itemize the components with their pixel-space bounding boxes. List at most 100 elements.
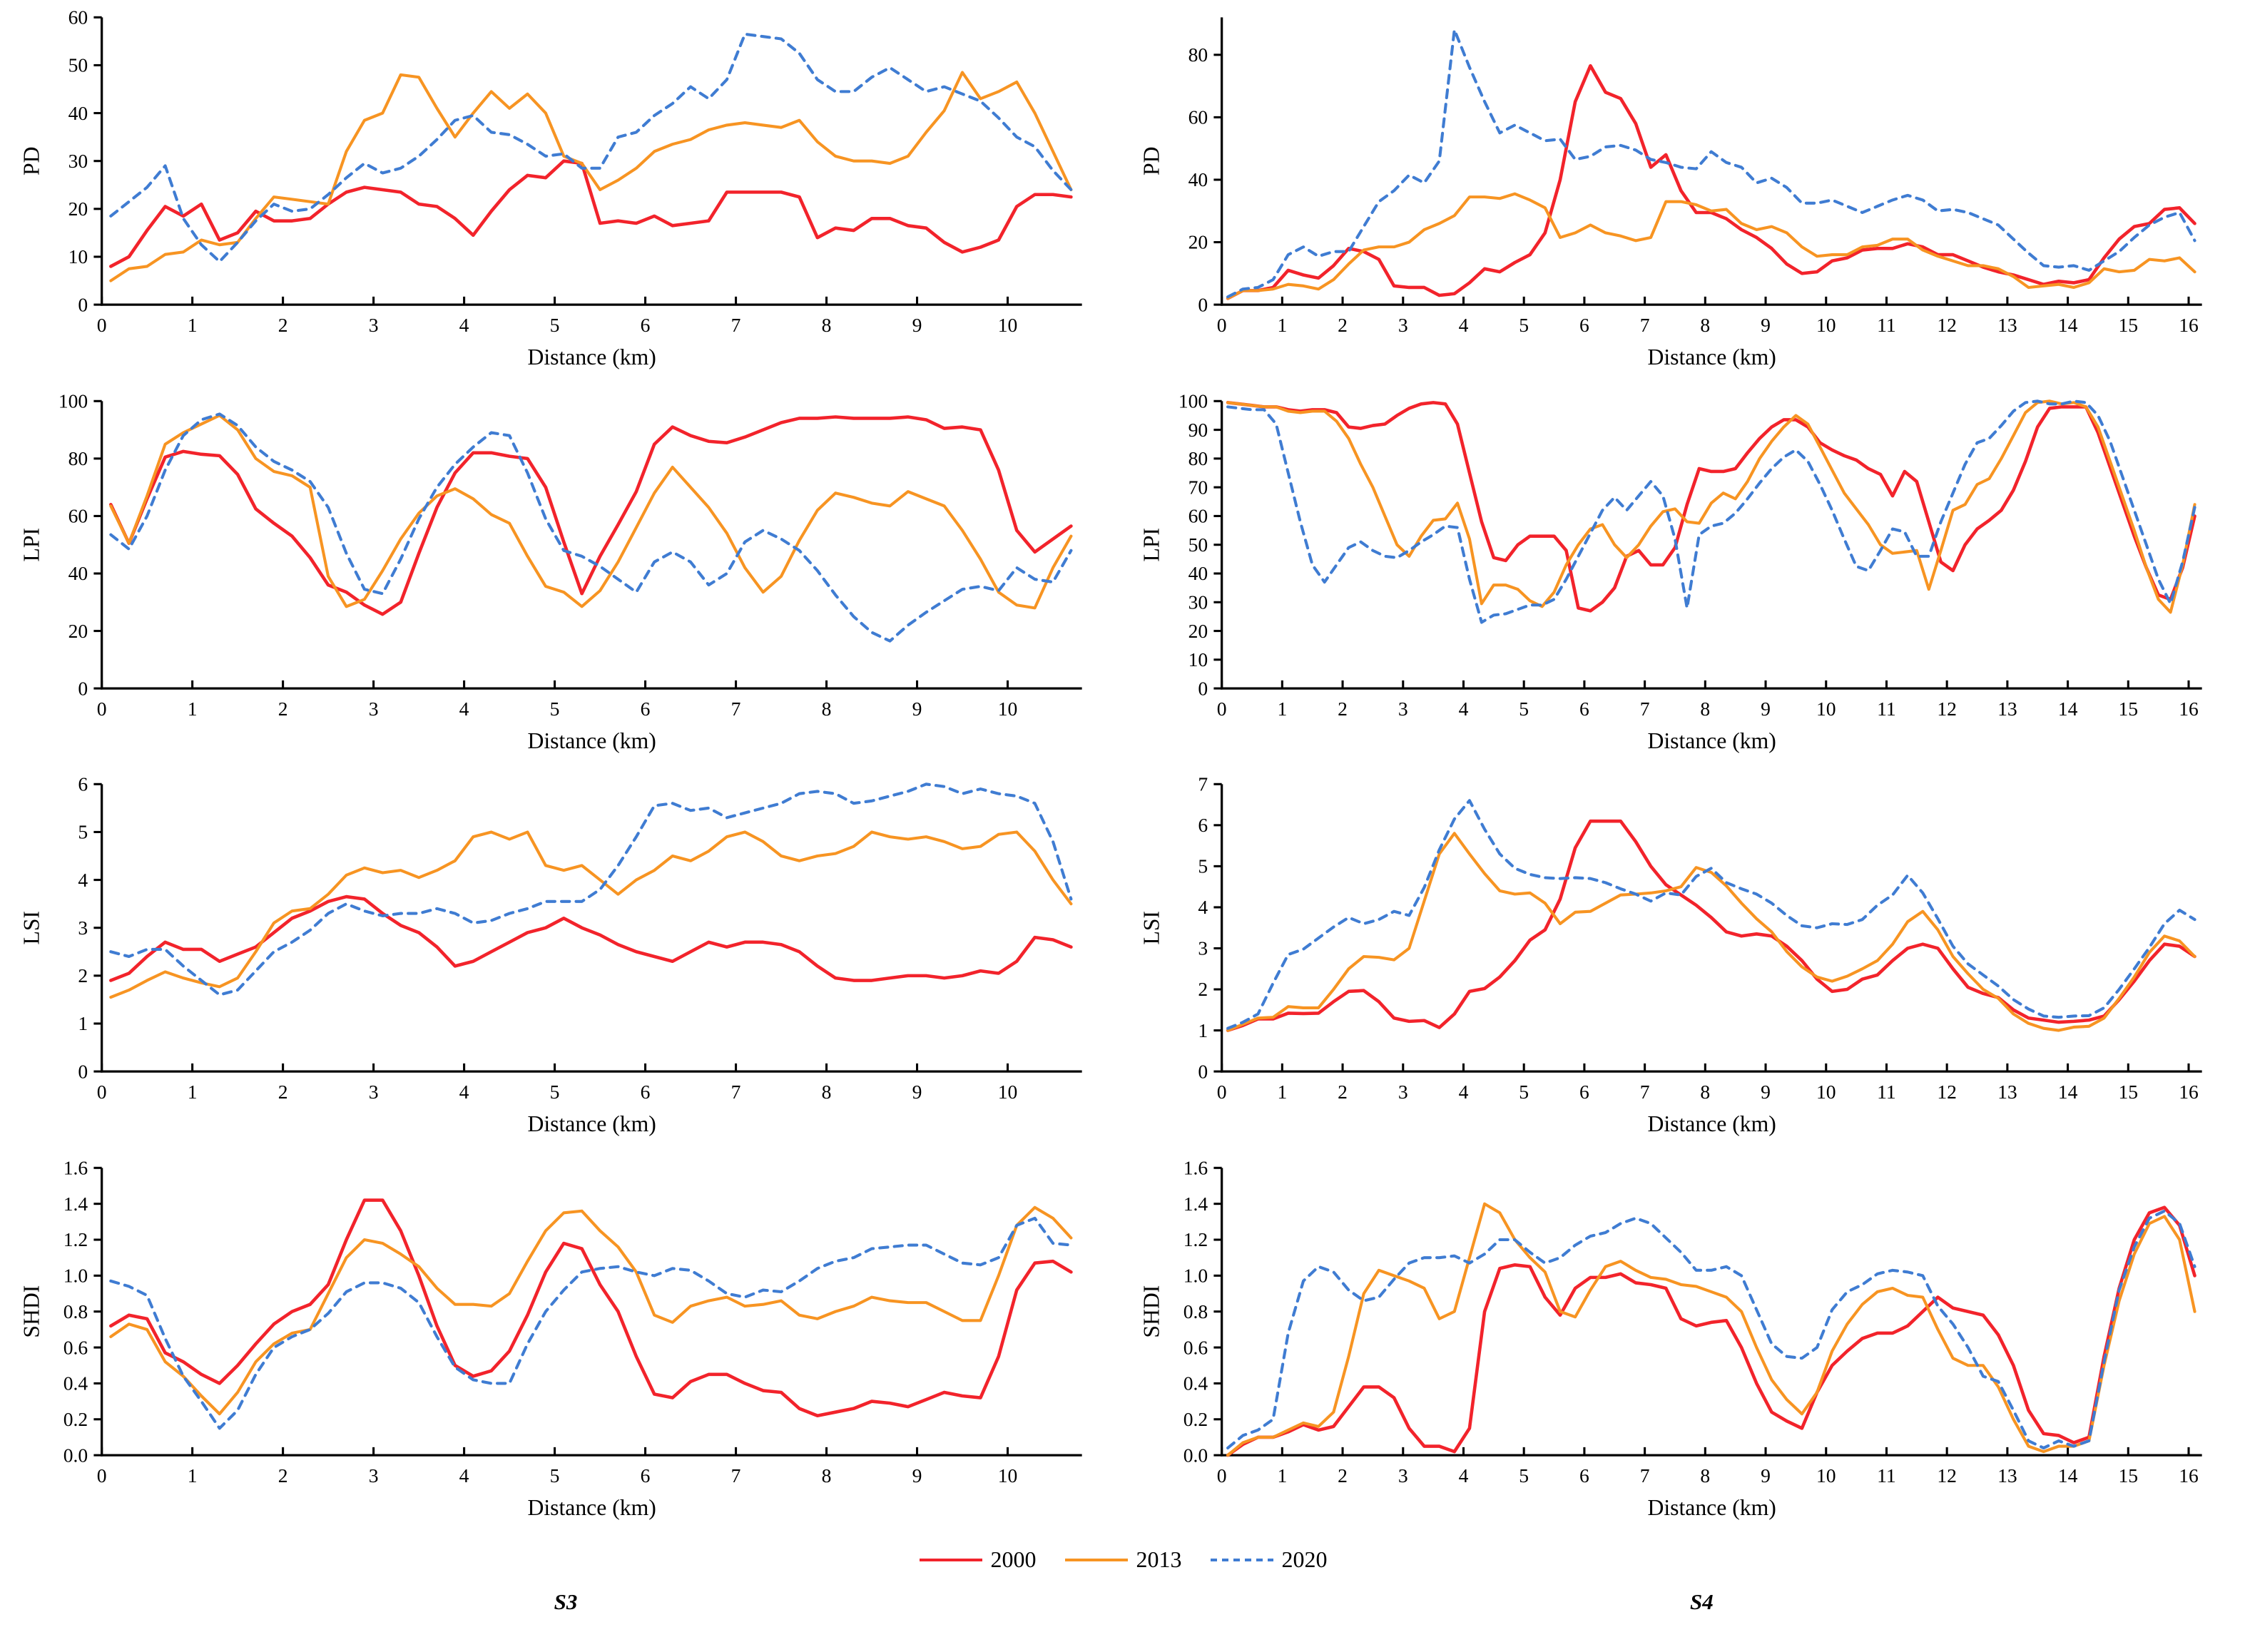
svg-text:12: 12 (1937, 1081, 1957, 1103)
svg-text:70: 70 (1188, 476, 1208, 498)
svg-text:9: 9 (912, 1464, 922, 1487)
svg-text:14: 14 (2057, 1081, 2077, 1103)
lsi-s3-chart: 0 1 2 3 4 5 6 0 1 2 3 4 5 6 7 8 9 10 Distance (km) LSI (16, 774, 1110, 1153)
svg-text:60: 60 (68, 7, 88, 29)
section-label-s4: S4 (1690, 1589, 1714, 1615)
svg-text:13: 13 (1997, 314, 2017, 336)
svg-text:2: 2 (278, 698, 288, 720)
svg-text:2: 2 (1338, 314, 1348, 336)
svg-text:0: 0 (78, 293, 88, 315)
svg-text:3: 3 (369, 314, 379, 336)
svg-text:7: 7 (1639, 314, 1649, 336)
pd-s4-chart: 0 20 40 60 80 0 1 2 3 4 5 6 7 8 9 10 11 12 13 14 15 16 Distanc… (1136, 7, 2230, 387)
svg-text:1.4: 1.4 (63, 1193, 88, 1215)
chart-cell-shdi-s3: 0.0 0.2 0.4 0.6 0.8 1.0 1.2 1.4 1.6 0 1 2 3 4 5 6 7 8 9 10 D… (16, 1158, 1110, 1537)
svg-text:9: 9 (1761, 1464, 1771, 1487)
svg-text:LPI: LPI (19, 528, 44, 562)
svg-text:30: 30 (1188, 591, 1208, 613)
svg-text:5: 5 (1519, 1081, 1529, 1103)
svg-text:1: 1 (1277, 314, 1287, 336)
svg-text:0.2: 0.2 (1183, 1408, 1208, 1430)
svg-text:Distance (km): Distance (km) (527, 728, 656, 753)
svg-text:3: 3 (78, 917, 88, 939)
svg-text:8: 8 (1700, 1081, 1710, 1103)
svg-text:16: 16 (2179, 698, 2199, 720)
chart-cell-pd-s4: 0 20 40 60 80 0 1 2 3 4 5 6 7 8 9 10 11 12 13 14 15 16 Distanc… (1136, 7, 2230, 387)
svg-text:3: 3 (369, 1464, 379, 1487)
svg-text:0: 0 (97, 1081, 107, 1103)
lpi-s3-chart: 0 20 40 60 80 100 0 1 2 3 4 5 6 7 8 9 10 Distance (km) LPI (16, 391, 1110, 770)
svg-text:1: 1 (1277, 1464, 1287, 1487)
svg-text:3: 3 (369, 1081, 379, 1103)
legend-item-2000: 2000 (918, 1546, 1037, 1573)
svg-text:SHDI: SHDI (19, 1285, 44, 1338)
svg-text:1.4: 1.4 (1183, 1193, 1208, 1215)
svg-text:4: 4 (1458, 314, 1468, 336)
chart-cell-pd-s3: 0 10 20 30 40 50 60 0 1 2 3 4 5 6 7 8 9 10 Distance (km) PD (16, 7, 1110, 387)
svg-text:40: 40 (1188, 562, 1208, 584)
svg-text:Distance (km): Distance (km) (1647, 1495, 1776, 1520)
svg-text:0.0: 0.0 (1183, 1444, 1208, 1466)
svg-text:11: 11 (1877, 1464, 1896, 1487)
svg-text:9: 9 (1761, 314, 1771, 336)
svg-text:3: 3 (1198, 937, 1208, 959)
chart-cell-lsi-s4: 0 1 2 3 4 5 6 7 0 1 2 3 4 5 6 7 8 9 10 11 12 13 14 15 16 Distance… (1136, 774, 2230, 1153)
svg-text:8: 8 (1700, 698, 1710, 720)
svg-text:8: 8 (822, 1464, 832, 1487)
svg-text:16: 16 (2179, 1081, 2199, 1103)
svg-text:Distance (km): Distance (km) (527, 1111, 656, 1136)
svg-text:0.8: 0.8 (1183, 1300, 1208, 1322)
svg-text:0: 0 (97, 698, 107, 720)
svg-text:40: 40 (68, 102, 88, 124)
legend: 2000 2013 2020 (918, 1546, 1328, 1573)
svg-text:6: 6 (641, 698, 651, 720)
svg-text:9: 9 (912, 314, 922, 336)
svg-text:1.6: 1.6 (63, 1158, 88, 1179)
svg-text:7: 7 (731, 698, 741, 720)
svg-text:12: 12 (1937, 314, 1957, 336)
svg-text:1: 1 (188, 1464, 198, 1487)
svg-text:7: 7 (1639, 1081, 1649, 1103)
svg-text:8: 8 (1700, 314, 1710, 336)
svg-text:100: 100 (58, 391, 88, 412)
svg-text:4: 4 (459, 1464, 469, 1487)
svg-text:0: 0 (1216, 1081, 1226, 1103)
svg-text:Distance (km): Distance (km) (527, 345, 656, 369)
svg-text:10: 10 (998, 698, 1018, 720)
svg-text:2: 2 (1338, 1081, 1348, 1103)
svg-text:100: 100 (1178, 391, 1207, 412)
svg-text:2: 2 (1338, 1464, 1348, 1487)
svg-text:1: 1 (188, 314, 198, 336)
svg-text:Distance (km): Distance (km) (1647, 728, 1776, 753)
svg-text:7: 7 (731, 1081, 741, 1103)
svg-text:15: 15 (2118, 1081, 2138, 1103)
svg-text:7: 7 (1198, 774, 1208, 795)
lpi-s4-chart: 0 10 20 30 40 50 60 70 80 90 100 0 1 2 3 4 5 6 7 8 9 10 11 12 13… (1136, 391, 2230, 770)
svg-text:5: 5 (550, 314, 560, 336)
svg-text:2: 2 (278, 1464, 288, 1487)
svg-text:6: 6 (1579, 1464, 1589, 1487)
svg-text:9: 9 (912, 698, 922, 720)
svg-text:12: 12 (1937, 698, 1957, 720)
svg-text:1: 1 (188, 1081, 198, 1103)
svg-text:1: 1 (1198, 1019, 1208, 1041)
svg-text:16: 16 (2179, 314, 2199, 336)
svg-text:1.0: 1.0 (63, 1264, 88, 1286)
svg-text:2: 2 (1338, 698, 1348, 720)
svg-text:11: 11 (1877, 698, 1896, 720)
svg-text:0.0: 0.0 (63, 1444, 88, 1466)
svg-text:5: 5 (1519, 1464, 1529, 1487)
legend-item-2013: 2013 (1064, 1546, 1182, 1573)
pd-s3-chart: 0 10 20 30 40 50 60 0 1 2 3 4 5 6 7 8 9 10 Distance (km) PD (16, 7, 1110, 387)
chart-cell-lpi-s3: 0 20 40 60 80 100 0 1 2 3 4 5 6 7 8 9 10 Distance (km) LPI (16, 391, 1110, 770)
svg-text:4: 4 (1458, 1464, 1468, 1487)
svg-text:7: 7 (1639, 698, 1649, 720)
chart-cell-shdi-s4: 0.0 0.2 0.4 0.6 0.8 1.0 1.2 1.4 1.6 0 1 2 3 4 5 6 7 8 9 10 1… (1136, 1158, 2230, 1537)
legend-label: 2020 (1281, 1546, 1328, 1573)
lsi-s4-chart: 0 1 2 3 4 5 6 7 0 1 2 3 4 5 6 7 8 9 10 11 12 13 14 15 16 Distance… (1136, 774, 2230, 1153)
svg-text:0.8: 0.8 (63, 1300, 88, 1322)
svg-text:20: 20 (68, 619, 88, 641)
svg-text:Distance (km): Distance (km) (1647, 345, 1776, 369)
svg-text:5: 5 (1519, 698, 1529, 720)
svg-text:0: 0 (78, 677, 88, 699)
